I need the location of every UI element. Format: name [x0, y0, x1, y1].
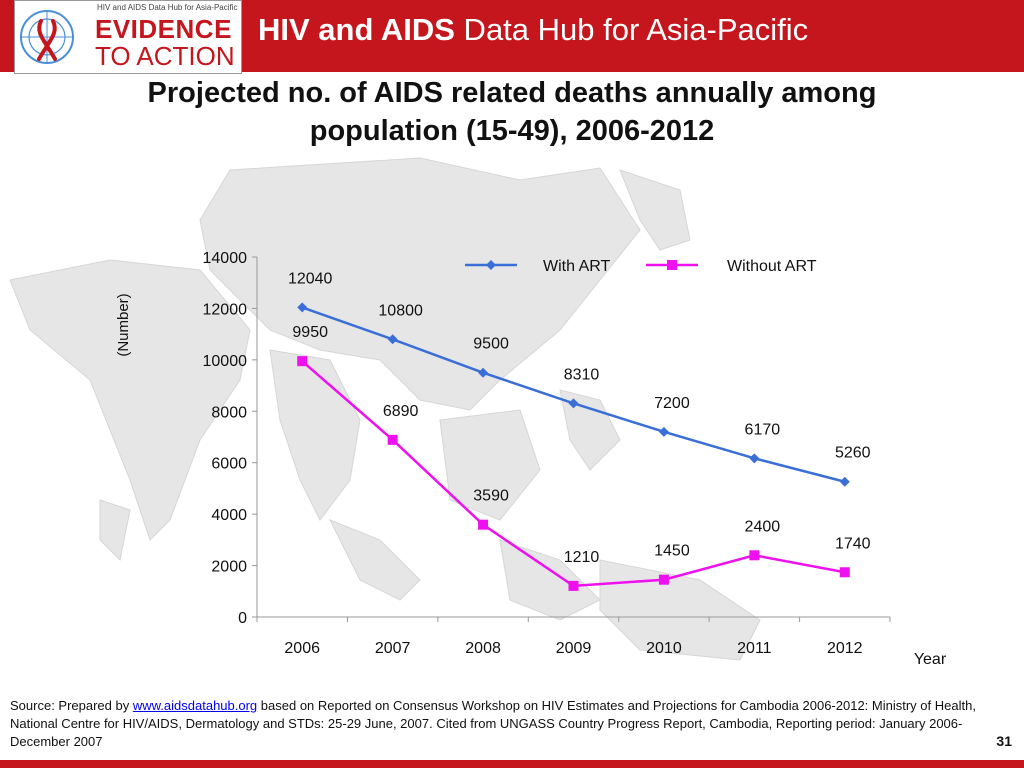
x-tick-label: 2011: [737, 640, 772, 657]
data-label-without-art: 1450: [654, 543, 690, 560]
logo: HIV and AIDS Data Hub for Asia-Pacific E…: [14, 0, 242, 74]
data-label-without-art: 3590: [473, 488, 509, 505]
data-point-with-art: [568, 398, 579, 409]
x-axis: 2006 2007 2008 2009 2010 2011 2012: [256, 616, 891, 657]
data-point-without-art: [297, 356, 308, 367]
x-tick-label: 2006: [284, 640, 320, 657]
legend-label-without-art: Without ART: [727, 258, 817, 275]
y-axis: 0 2000 4000 6000 8000 10000 12000 14000: [203, 250, 258, 627]
data-point-with-art: [658, 426, 669, 437]
data-label-with-art: 10800: [378, 302, 423, 319]
data-label-with-art: 5260: [835, 445, 871, 462]
source-note: Source: Prepared by www.aidsdatahub.org …: [10, 697, 1014, 751]
source-link[interactable]: www.aidsdatahub.org: [132, 698, 258, 713]
x-tick-label: 2010: [646, 640, 682, 657]
data-label-without-art: 1210: [564, 549, 600, 566]
data-point-without-art: [568, 580, 579, 591]
logo-text-evidence: EVIDENCE: [95, 14, 232, 44]
data-label-with-art: 6170: [745, 421, 781, 438]
chart-title-line2: population (15-49), 2006-2012: [309, 115, 715, 147]
y-tick-label: 10000: [203, 353, 248, 370]
logo-tagline: HIV and AIDS Data Hub for Asia-Pacific: [97, 3, 238, 12]
data-point-without-art: [839, 567, 850, 578]
y-tick-label: 8000: [211, 404, 247, 421]
data-label-without-art: 1740: [835, 535, 871, 552]
data-point-without-art: [658, 574, 669, 585]
header-title-bold: HIV and AIDS: [258, 12, 455, 47]
series-layer: 12040 10800 9500 8310 7200 6170 5260 9950 6890 35…: [288, 270, 871, 591]
data-label-without-art: 9950: [292, 324, 328, 341]
data-point-without-art: [387, 434, 398, 445]
y-tick-label: 4000: [211, 507, 247, 524]
footer-bar: [0, 760, 1024, 768]
data-point-with-art: [297, 302, 308, 313]
y-tick-label: 0: [238, 610, 247, 627]
legend: With ART Without ART: [465, 258, 817, 275]
page-number: 31: [996, 733, 1012, 749]
header-title-rest: Data Hub for Asia-Pacific: [454, 12, 809, 47]
y-tick-label: 12000: [203, 301, 248, 318]
data-point-with-art: [839, 476, 850, 487]
y-tick-label: 14000: [203, 250, 248, 267]
source-text: based on Reported on Consensus Workshop …: [10, 698, 976, 749]
data-point-with-art: [387, 334, 398, 345]
data-label-with-art: 7200: [654, 395, 690, 412]
y-axis-label: (Number): [115, 293, 132, 356]
source-prefix: Source: Prepared by: [10, 698, 133, 713]
x-axis-label: Year: [914, 651, 947, 668]
data-point-without-art: [478, 519, 489, 530]
data-label-with-art: 8310: [564, 366, 600, 383]
data-label-without-art: 2400: [745, 518, 781, 535]
data-label-without-art: 6890: [383, 403, 419, 420]
data-point-with-art: [749, 453, 760, 464]
legend-marker-with-art: [486, 260, 496, 270]
x-tick-label: 2008: [465, 640, 501, 657]
un-emblem-icon: [20, 10, 74, 64]
x-tick-label: 2012: [827, 640, 863, 657]
header-bar: HIV and AIDS Data Hub for Asia-Pacific E…: [0, 0, 1024, 74]
data-label-with-art: 9500: [473, 336, 509, 353]
logo-text-to-action: TO ACTION: [95, 41, 235, 71]
legend-marker-without-art: [667, 260, 677, 270]
x-tick-label: 2007: [375, 640, 411, 657]
legend-label-with-art: With ART: [543, 258, 611, 275]
header-title: HIV and AIDS Data Hub for Asia-Pacific: [258, 12, 808, 48]
y-tick-label: 2000: [211, 559, 247, 576]
y-tick-label: 6000: [211, 456, 247, 473]
x-tick-label: 2009: [556, 640, 592, 657]
chart-title: Projected no. of AIDS related deaths ann…: [0, 74, 1024, 150]
data-label-with-art: 12040: [288, 270, 333, 287]
data-point-without-art: [749, 550, 760, 561]
data-point-with-art: [478, 367, 489, 378]
chart-title-line1: Projected no. of AIDS related deaths ann…: [147, 77, 877, 109]
